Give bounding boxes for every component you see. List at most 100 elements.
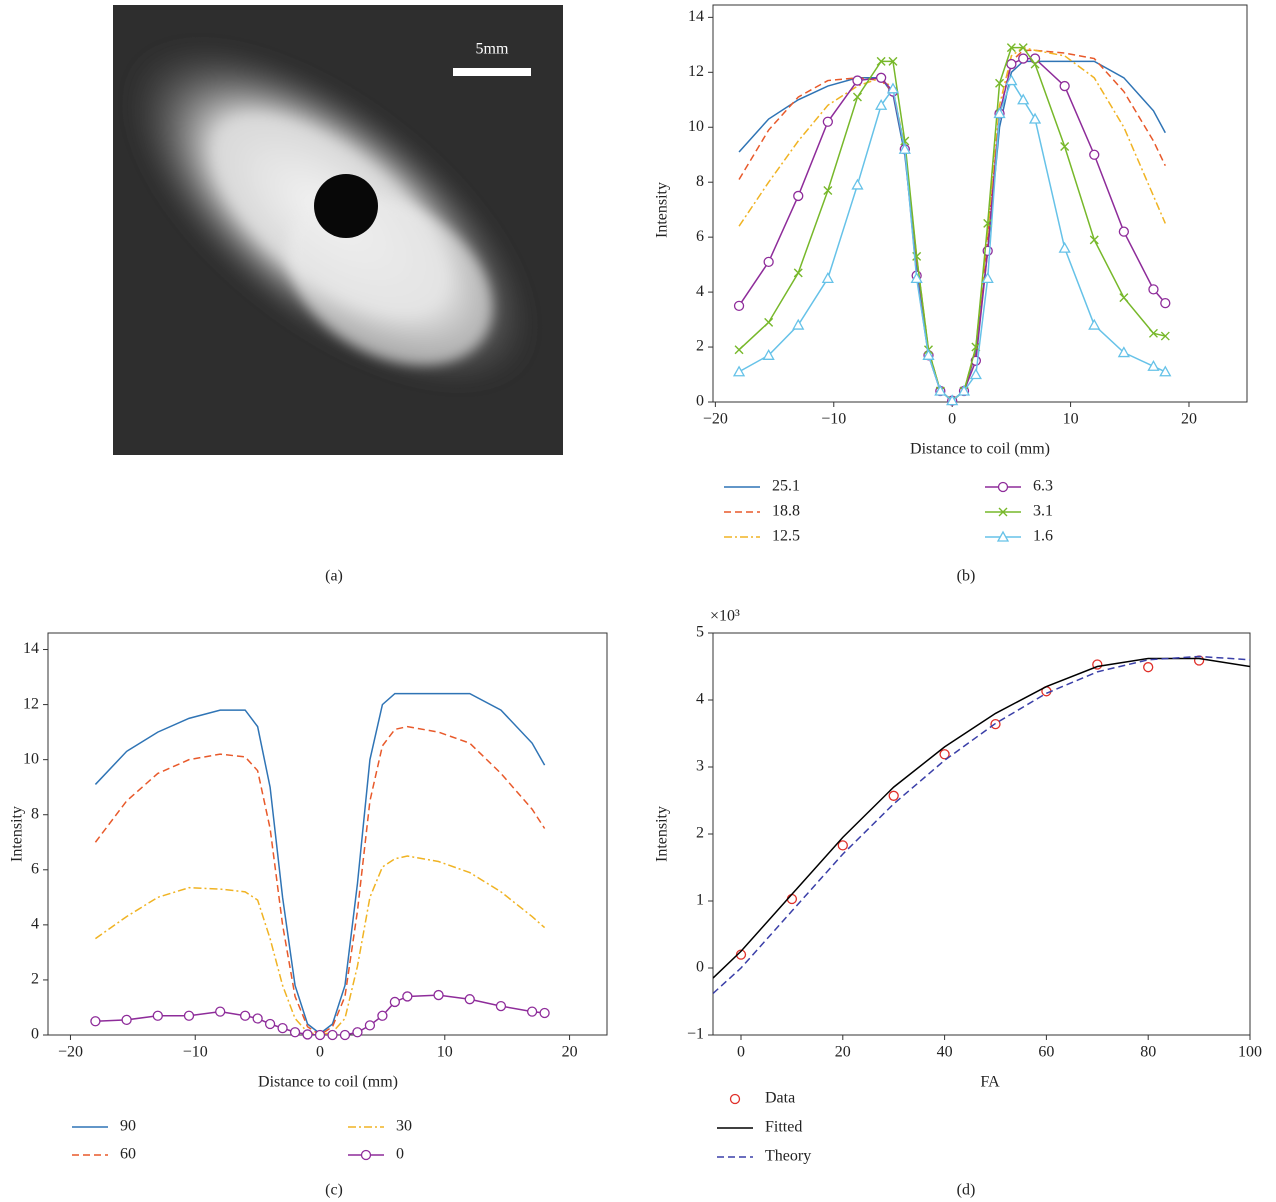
marker bbox=[1018, 43, 1028, 53]
legend-label: 25.1 bbox=[772, 478, 800, 495]
caption: (d) bbox=[957, 1182, 976, 1199]
caption: (b) bbox=[957, 568, 976, 585]
x-tick-label: 100 bbox=[1238, 1044, 1262, 1061]
marker bbox=[495, 1000, 507, 1012]
marker bbox=[995, 78, 1005, 88]
marker bbox=[302, 1029, 313, 1040]
x-tick-label: −10 bbox=[183, 1044, 208, 1061]
series-line bbox=[738, 60, 1166, 402]
marker bbox=[729, 1093, 741, 1105]
marker bbox=[1143, 662, 1154, 673]
series-line bbox=[738, 49, 1166, 402]
legend-label: 3.1 bbox=[1033, 503, 1053, 520]
marker bbox=[997, 481, 1009, 493]
marker bbox=[464, 994, 475, 1005]
legend-label: 30 bbox=[396, 1118, 412, 1135]
marker bbox=[939, 749, 950, 760]
y-tick-label: 12 bbox=[23, 695, 39, 712]
marker bbox=[852, 75, 863, 86]
x-axis-label: Distance to coil (mm) bbox=[910, 441, 1050, 458]
series-line bbox=[713, 657, 1250, 979]
marker bbox=[1030, 59, 1040, 69]
marker bbox=[1160, 331, 1170, 341]
marker bbox=[352, 1027, 363, 1038]
scale-bar bbox=[453, 68, 531, 76]
marker bbox=[733, 300, 745, 311]
x-tick-label: −20 bbox=[58, 1044, 83, 1061]
marker bbox=[377, 1010, 388, 1021]
y-tick-label: 4 bbox=[31, 916, 39, 933]
marker bbox=[252, 1013, 263, 1024]
marker bbox=[922, 348, 935, 360]
marker bbox=[786, 893, 798, 905]
scale-label: 5mm bbox=[476, 41, 509, 58]
marker bbox=[239, 1010, 251, 1021]
legend-label: Data bbox=[765, 1090, 795, 1107]
marker bbox=[1147, 359, 1160, 371]
series-line bbox=[738, 57, 1166, 402]
x-tick-label: 60 bbox=[1038, 1044, 1054, 1061]
legend-label: 18.8 bbox=[772, 503, 800, 520]
y-tick-label: 0 bbox=[696, 959, 704, 976]
marker bbox=[823, 185, 833, 195]
marker bbox=[1059, 80, 1070, 92]
marker bbox=[763, 256, 774, 268]
marker bbox=[852, 92, 862, 102]
marker bbox=[121, 1014, 132, 1026]
x-tick-label: 20 bbox=[1181, 411, 1197, 428]
x-tick-label: −10 bbox=[821, 411, 846, 428]
marker bbox=[1006, 43, 1016, 53]
marker bbox=[983, 218, 993, 228]
marker bbox=[898, 142, 911, 154]
marker bbox=[793, 268, 803, 278]
marker bbox=[910, 272, 923, 284]
marker bbox=[1117, 346, 1130, 358]
x-tick-label: 0 bbox=[316, 1044, 324, 1061]
x-tick-label: 20 bbox=[562, 1044, 578, 1061]
y-tick-label: −1 bbox=[687, 1026, 704, 1043]
marker bbox=[886, 82, 900, 94]
y-tick-label: 2 bbox=[31, 971, 39, 988]
marker bbox=[875, 98, 888, 110]
marker bbox=[90, 1016, 101, 1027]
y-tick-label: 5 bbox=[696, 624, 704, 641]
series-line bbox=[94, 725, 546, 1035]
marker bbox=[277, 1022, 288, 1034]
marker bbox=[993, 107, 1006, 119]
marker bbox=[264, 1018, 276, 1030]
marker bbox=[1089, 235, 1099, 245]
y-tick-label: 14 bbox=[23, 640, 39, 657]
marker bbox=[526, 1006, 538, 1017]
marker bbox=[1006, 58, 1017, 70]
marker bbox=[1028, 112, 1042, 124]
marker bbox=[389, 996, 401, 1008]
series-line bbox=[94, 692, 546, 1035]
y-axis-label: Intensity bbox=[654, 182, 671, 238]
marker bbox=[1160, 297, 1171, 309]
legend-label: Fitted bbox=[765, 1119, 802, 1136]
y-tick-label: 2 bbox=[696, 338, 704, 355]
marker bbox=[876, 56, 886, 66]
x-tick-label: −20 bbox=[703, 411, 728, 428]
marker bbox=[1159, 365, 1172, 377]
marker bbox=[1148, 328, 1158, 338]
y-tick-label: 4 bbox=[696, 691, 704, 708]
legend-label: 6.3 bbox=[1033, 478, 1053, 495]
series-line bbox=[738, 46, 1166, 402]
y-tick-label: 2 bbox=[696, 825, 704, 842]
marker bbox=[1088, 318, 1101, 330]
marker bbox=[946, 394, 959, 406]
series-line bbox=[95, 994, 545, 1035]
marker bbox=[732, 365, 746, 377]
y-axis-label: Intensity bbox=[654, 806, 671, 862]
y-tick-label: 0 bbox=[696, 393, 704, 410]
y-tick-label: 0 bbox=[31, 1026, 39, 1043]
marker bbox=[875, 72, 887, 83]
y-axis-label: Intensity bbox=[9, 806, 26, 862]
marker bbox=[327, 1029, 338, 1041]
x-axis-label: FA bbox=[980, 1074, 1000, 1091]
series-line bbox=[713, 655, 1250, 995]
marker bbox=[998, 507, 1008, 517]
marker bbox=[957, 384, 971, 396]
